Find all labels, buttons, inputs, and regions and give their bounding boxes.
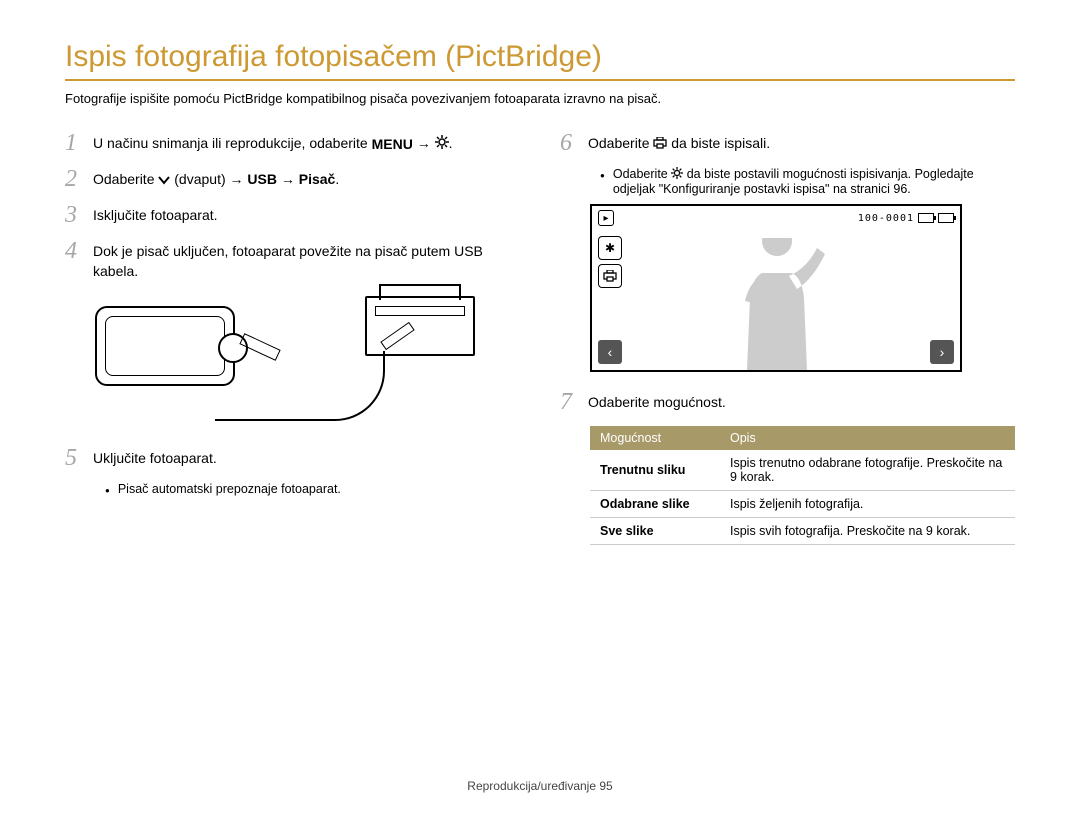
step-number: 4 (65, 239, 93, 263)
step-text: Odaberite mogućnost. (588, 390, 726, 413)
step-number: 5 (65, 446, 93, 470)
chevron-down-icon (158, 171, 170, 191)
battery-icon (938, 213, 954, 223)
step-text: U načinu snimanja ili reprodukcije, odab… (93, 131, 453, 154)
child-silhouette-icon (707, 238, 847, 370)
step-text: Odaberite da biste ispisali. (588, 131, 770, 154)
print-button[interactable] (598, 264, 622, 288)
step-2: 2 Odaberite (dvaput) → USB → Pisač. (65, 167, 520, 191)
gear-icon (671, 167, 683, 182)
page-title: Ispis fotografija fotopisačem (PictBridg… (65, 40, 1015, 81)
camera-printer-illustration (95, 296, 475, 426)
play-icon: ▸ (598, 210, 614, 226)
next-button[interactable]: › (930, 340, 954, 364)
step-text: Dok je pisač uključen, fotoaparat poveži… (93, 239, 520, 281)
print-icon (653, 135, 667, 155)
step-1: 1 U načinu snimanja ili reprodukcije, od… (65, 131, 520, 155)
battery-icon (918, 213, 934, 223)
prev-button[interactable]: ‹ (598, 340, 622, 364)
step-text: Odaberite (dvaput) → USB → Pisač. (93, 167, 339, 190)
step-number: 1 (65, 131, 93, 155)
step-number: 3 (65, 203, 93, 227)
screen-status-bar: ▸ 100-0001 (592, 206, 960, 230)
step-number: 6 (560, 131, 588, 155)
right-column: 6 Odaberite da biste ispisali. Odaberite… (560, 131, 1015, 545)
cable-icon (215, 351, 385, 421)
gear-icon (435, 135, 449, 155)
left-column: 1 U načinu snimanja ili reprodukcije, od… (65, 131, 520, 545)
table-row: Sve slikeIspis svih fotografija. Preskoč… (590, 518, 1015, 545)
step-5: 5 Uključite fotoaparat. (65, 446, 520, 470)
step-7: 7 Odaberite mogućnost. (560, 390, 1015, 414)
table-row: Trenutnu slikuIspis trenutno odabrane fo… (590, 450, 1015, 491)
step-6: 6 Odaberite da biste ispisali. (560, 131, 1015, 155)
image-counter: 100-0001 (858, 213, 914, 224)
printer-icon (365, 296, 475, 356)
screen-side-buttons: ✱ (598, 236, 622, 288)
step-5-bullet: Pisač automatski prepoznaje fotoaparat. (105, 482, 520, 496)
step-text: Isključite fotoaparat. (93, 203, 218, 226)
camera-screen: ▸ 100-0001 ✱ ‹ › (590, 204, 962, 372)
gear-button[interactable]: ✱ (598, 236, 622, 260)
step-number: 2 (65, 167, 93, 191)
camera-icon (95, 306, 235, 386)
two-column-layout: 1 U načinu snimanja ili reprodukcije, od… (65, 131, 1015, 545)
step-number: 7 (560, 390, 588, 414)
table-row: Odabrane slikeIspis željenih fotografija… (590, 491, 1015, 518)
table-header: Opis (720, 426, 1015, 450)
page-footer: Reprodukcija/uređivanje 95 (0, 779, 1080, 793)
step-3: 3 Isključite fotoaparat. (65, 203, 520, 227)
step-text: Uključite fotoaparat. (93, 446, 217, 469)
options-table: MogućnostOpis Trenutnu slikuIspis trenut… (590, 426, 1015, 545)
page-subtitle: Fotografije ispišite pomoću PictBridge k… (65, 91, 1015, 106)
step-6-bullet: Odaberite da biste postavili mogućnosti … (600, 167, 1015, 196)
step-4: 4 Dok je pisač uključen, fotoaparat pove… (65, 239, 520, 281)
table-header: Mogućnost (590, 426, 720, 450)
menu-icon: MENU (372, 135, 413, 155)
